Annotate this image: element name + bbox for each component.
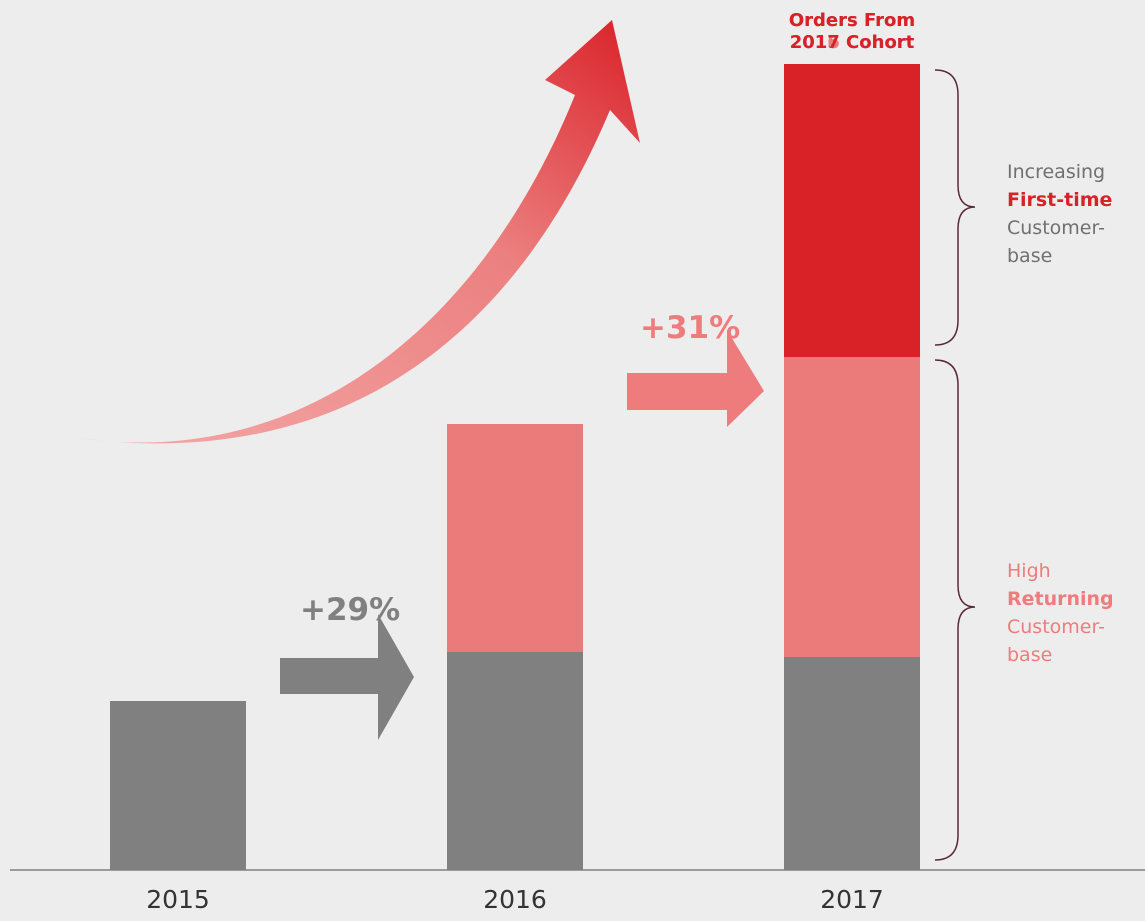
bracket-text: base	[1007, 644, 1053, 666]
growth-arrow	[78, 20, 640, 444]
arrow-2016	[627, 330, 764, 427]
annotation: +31%	[640, 310, 741, 346]
series-label: Orders From 2017 Cohort	[788, 10, 916, 53]
arrow-2015	[280, 614, 414, 740]
x-tick-label: 2015	[146, 885, 210, 914]
bar-segment	[784, 357, 920, 657]
bracket-text: First-time	[1007, 189, 1113, 211]
bracket-text: Customer-	[1007, 616, 1105, 638]
x-tick-label: 2017	[820, 885, 884, 914]
bracket-text: Increasing	[1007, 161, 1106, 183]
bracket-text: Returning	[1007, 588, 1114, 610]
bracket-text: High	[1007, 560, 1051, 582]
bar-segment	[447, 424, 583, 652]
bar-segment	[447, 652, 583, 870]
series-label: Orders From 2015 Cohort	[788, 10, 916, 53]
bracket-upper	[934, 69, 976, 346]
bar-segment	[110, 701, 246, 870]
series-label: Orders From 2016 Cohort	[788, 10, 916, 53]
bracket-lower	[934, 359, 976, 861]
bracket-text: base	[1007, 245, 1053, 267]
bar-segment	[784, 64, 920, 357]
annotation: +29%	[300, 592, 401, 628]
bar-segment	[784, 657, 920, 870]
x-tick-label: 2016	[483, 885, 547, 914]
bracket-text: Customer-	[1007, 217, 1105, 239]
